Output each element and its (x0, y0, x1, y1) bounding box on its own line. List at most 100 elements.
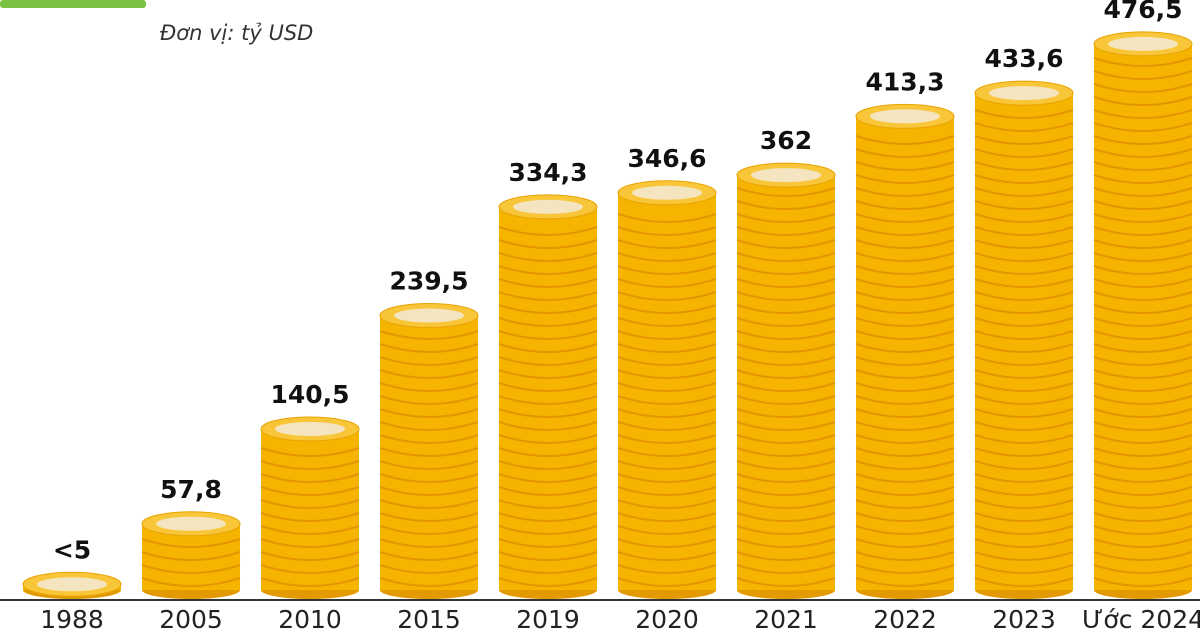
coin-edge (974, 564, 1074, 574)
coin-edge (736, 460, 836, 470)
coin-edge (379, 330, 479, 340)
coin-edge (855, 161, 955, 171)
coin-edge (617, 317, 717, 327)
coin-edge (379, 512, 479, 522)
coin-edge (617, 512, 717, 522)
coin-edge (855, 252, 955, 262)
coin-face (632, 185, 702, 200)
coin-edge (974, 369, 1074, 379)
coin-edge (617, 291, 717, 301)
coin-edge (260, 525, 360, 535)
coin-edge (617, 434, 717, 444)
coin-edge (498, 577, 598, 587)
coin-edge (855, 486, 955, 496)
coin-edge (1093, 473, 1193, 483)
coin-edge (379, 382, 479, 392)
coin-edge (855, 226, 955, 236)
coin-edge (855, 317, 955, 327)
value-label: <5 (53, 535, 91, 564)
coin-edge (1093, 252, 1193, 262)
coin-edge (736, 577, 836, 587)
coin-edge (974, 213, 1074, 223)
coin-edge (736, 408, 836, 418)
coin-edge (617, 213, 717, 223)
coin-edge (498, 369, 598, 379)
coin-edge (1093, 70, 1193, 80)
coin-edge (617, 473, 717, 483)
coin-edge (498, 447, 598, 457)
coin-edge (1093, 343, 1193, 353)
coin-edge (260, 538, 360, 548)
coin-edge (1093, 135, 1193, 145)
coin-edge (617, 304, 717, 314)
coin-edge (379, 408, 479, 418)
coin-edge (617, 226, 717, 236)
coin-edge (498, 239, 598, 249)
coin-edge (855, 382, 955, 392)
coin-face (275, 421, 345, 436)
coin-edge (1093, 317, 1193, 327)
coin-edge (855, 421, 955, 431)
coin-edge (855, 538, 955, 548)
coin-edge (1093, 148, 1193, 158)
coin-edge (736, 499, 836, 509)
coin-edge (1093, 161, 1193, 171)
coin-edge (379, 447, 479, 457)
coin-edge (1093, 122, 1193, 132)
coin-edge (379, 356, 479, 366)
coin-edge (736, 421, 836, 431)
x-tick-label: 2015 (397, 605, 461, 630)
coin-edge (141, 551, 241, 561)
coin-edge (260, 499, 360, 509)
coin-edge (498, 421, 598, 431)
coin-edge (1093, 200, 1193, 210)
coin-edge (617, 538, 717, 548)
x-tick-label: 2020 (635, 605, 699, 630)
coin-edge (974, 148, 1074, 158)
coin-edge (974, 551, 1074, 561)
coin-edge (498, 434, 598, 444)
value-label: 346,6 (627, 144, 706, 173)
coin-edge (855, 304, 955, 314)
coin-edge (498, 226, 598, 236)
coin-edge (736, 187, 836, 197)
coin-edge (855, 239, 955, 249)
coin-edge (1093, 434, 1193, 444)
coin-edge (974, 109, 1074, 119)
coin-edge (974, 356, 1074, 366)
coin-face (870, 109, 940, 124)
coin-edge (736, 291, 836, 301)
coin-edge (498, 330, 598, 340)
value-label: 57,8 (160, 475, 222, 504)
coin-edge (974, 343, 1074, 353)
coin-edge (1093, 109, 1193, 119)
coin-edge (617, 369, 717, 379)
coin-edge (855, 577, 955, 587)
coin-edge (974, 278, 1074, 288)
coin-edge (736, 551, 836, 561)
coin-edge (736, 265, 836, 275)
coin-edge (855, 213, 955, 223)
coin-edge (855, 434, 955, 444)
coin-edge (855, 291, 955, 301)
coin-edge (1093, 356, 1193, 366)
value-label: 433,6 (984, 44, 1063, 73)
coin-edge (1093, 226, 1193, 236)
coin-stack (261, 428, 359, 590)
coin-edge (855, 564, 955, 574)
coin-edge (855, 187, 955, 197)
x-tick-label: Ước 2024 (1082, 605, 1200, 630)
coin-edge (498, 551, 598, 561)
coin-edge (974, 161, 1074, 171)
coin-edge (1093, 174, 1193, 184)
coin-edge (260, 447, 360, 457)
coin-edge (855, 447, 955, 457)
coin-edge (260, 577, 360, 587)
x-tick-label: 2019 (516, 605, 580, 630)
coin-edge (498, 538, 598, 548)
coin-edge (974, 421, 1074, 431)
coin-edge (1093, 382, 1193, 392)
coin-edge (498, 278, 598, 288)
coin-edge (379, 343, 479, 353)
coin-edge (855, 278, 955, 288)
